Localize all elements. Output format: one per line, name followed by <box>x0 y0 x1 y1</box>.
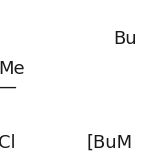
Text: [BuM: [BuM <box>86 134 132 152</box>
Text: —: — <box>0 78 16 96</box>
Text: Bu: Bu <box>113 30 137 48</box>
Text: Cl: Cl <box>0 134 16 152</box>
Text: Me: Me <box>0 60 25 78</box>
